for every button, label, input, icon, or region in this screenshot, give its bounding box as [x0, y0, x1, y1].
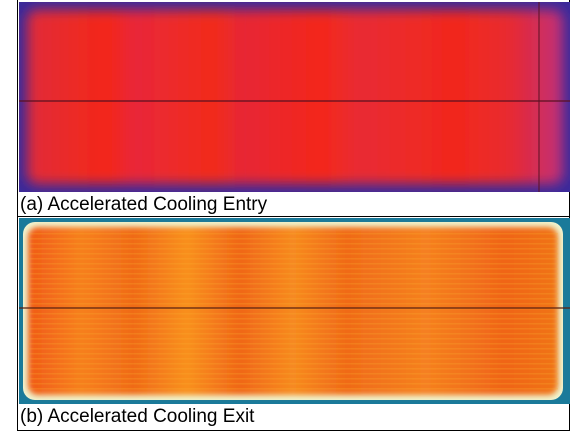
- thermal-image-entry: [19, 2, 570, 192]
- page: (a) Accelerated Cooling Entry: [0, 0, 574, 433]
- figure: (a) Accelerated Cooling Entry: [17, 0, 570, 431]
- thermal-image-exit: [19, 218, 570, 404]
- caption: (b) Accelerated Cooling Exit: [20, 406, 254, 428]
- caption: (a) Accelerated Cooling Entry: [20, 194, 267, 216]
- divider: [18, 216, 569, 217]
